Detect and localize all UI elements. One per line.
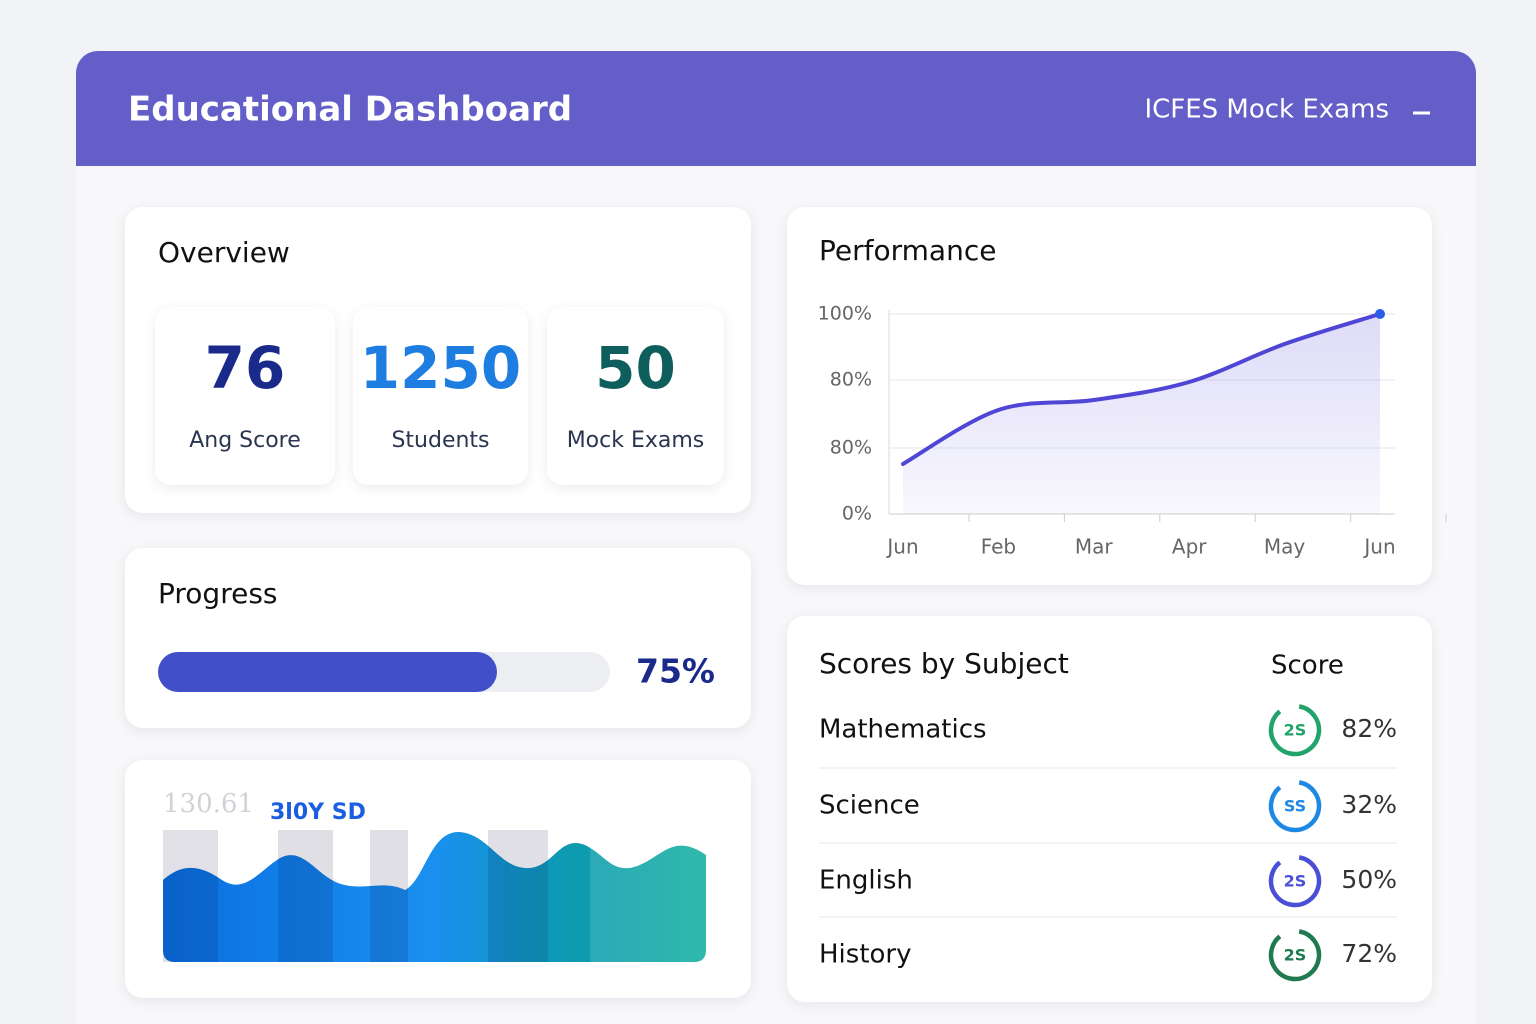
ring-label: 2S — [1284, 946, 1307, 965]
progress-fill — [158, 652, 497, 692]
wave-stripes — [163, 830, 706, 962]
x-tick-label: May — [1264, 535, 1306, 559]
stat-label: Students — [391, 428, 489, 453]
trend-label: 130.61 — [163, 789, 254, 819]
stat-value: 76 — [205, 334, 286, 402]
y-tick-label: 80% — [830, 369, 872, 391]
subject-name: Science — [819, 791, 920, 821]
y-tick-label: 80% — [830, 437, 872, 459]
x-tick-label: Jun — [885, 535, 918, 559]
header-title: Educational Dashboard — [128, 90, 572, 130]
x-tick-label: Apr — [1172, 535, 1207, 559]
column-header: Score — [1271, 651, 1344, 681]
subject-name: Mathematics — [819, 715, 987, 745]
ring-label: 2S — [1284, 721, 1307, 740]
header-subtitle[interactable]: ICFES Mock Exams — [1144, 95, 1389, 125]
progress-label: 75% — [636, 652, 715, 691]
progress-card — [125, 548, 751, 728]
score-ring — [1268, 928, 1322, 982]
stat-label: Ang Score — [189, 428, 301, 453]
subject-name: History — [819, 940, 912, 970]
score-ring — [1268, 703, 1322, 757]
chart-title: Performance — [819, 234, 996, 267]
stat-value: 1250 — [360, 334, 521, 402]
x-tick-label: Jun — [1362, 535, 1395, 559]
ring-label: SS — [1284, 797, 1306, 816]
trend-wave — [163, 831, 706, 962]
stat-box — [155, 307, 335, 485]
stat-label: Mock Exams — [567, 428, 705, 453]
line — [901, 312, 1382, 466]
stat-box — [547, 307, 724, 485]
x-tick-label: Mar — [1075, 535, 1114, 559]
card-title: Progress — [158, 577, 278, 610]
header — [76, 51, 1476, 166]
y-tick-label: 100% — [818, 303, 872, 325]
score-ring — [1268, 779, 1322, 833]
stat-box — [353, 307, 528, 485]
score-value: 50% — [1341, 865, 1397, 894]
x-tick-label: Feb — [981, 535, 1016, 559]
line-area — [903, 314, 1380, 514]
score-ring — [1268, 854, 1322, 908]
trend-label: 3l0Y SD — [270, 800, 366, 825]
ring-label: 2S — [1284, 872, 1307, 891]
card-title: Overview — [158, 236, 290, 269]
end-dot — [1375, 309, 1385, 319]
stat-value: 50 — [595, 334, 676, 402]
score-value: 82% — [1341, 714, 1397, 743]
y-tick-label: 0% — [842, 503, 872, 525]
score-value: 72% — [1341, 939, 1397, 968]
card-title: Scores by Subject — [819, 647, 1069, 680]
scores-card — [787, 616, 1432, 1002]
subject-name: English — [819, 866, 913, 896]
score-value: 32% — [1341, 790, 1397, 819]
